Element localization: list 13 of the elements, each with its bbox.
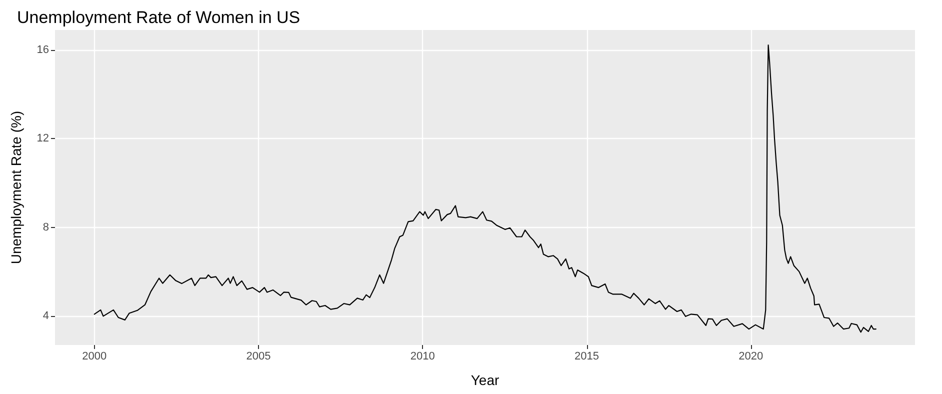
x-tick-label: 2000 bbox=[82, 350, 107, 362]
chart-title: Unemployment Rate of Women in US bbox=[17, 8, 300, 27]
x-axis-title: Year bbox=[470, 372, 500, 388]
y-axis-title: Unemployment Rate (%) bbox=[8, 110, 24, 264]
x-tick-label: 2005 bbox=[246, 350, 271, 362]
y-tick-label: 8 bbox=[42, 221, 49, 234]
x-tick-label: 2020 bbox=[738, 350, 764, 362]
y-tick-label: 4 bbox=[42, 310, 49, 322]
y-tick-label: 16 bbox=[36, 44, 49, 56]
x-tick-label: 2010 bbox=[410, 350, 435, 362]
line-series bbox=[94, 44, 876, 333]
x-tick-label: 2015 bbox=[574, 350, 599, 362]
y-tick-label: 12 bbox=[36, 132, 49, 145]
